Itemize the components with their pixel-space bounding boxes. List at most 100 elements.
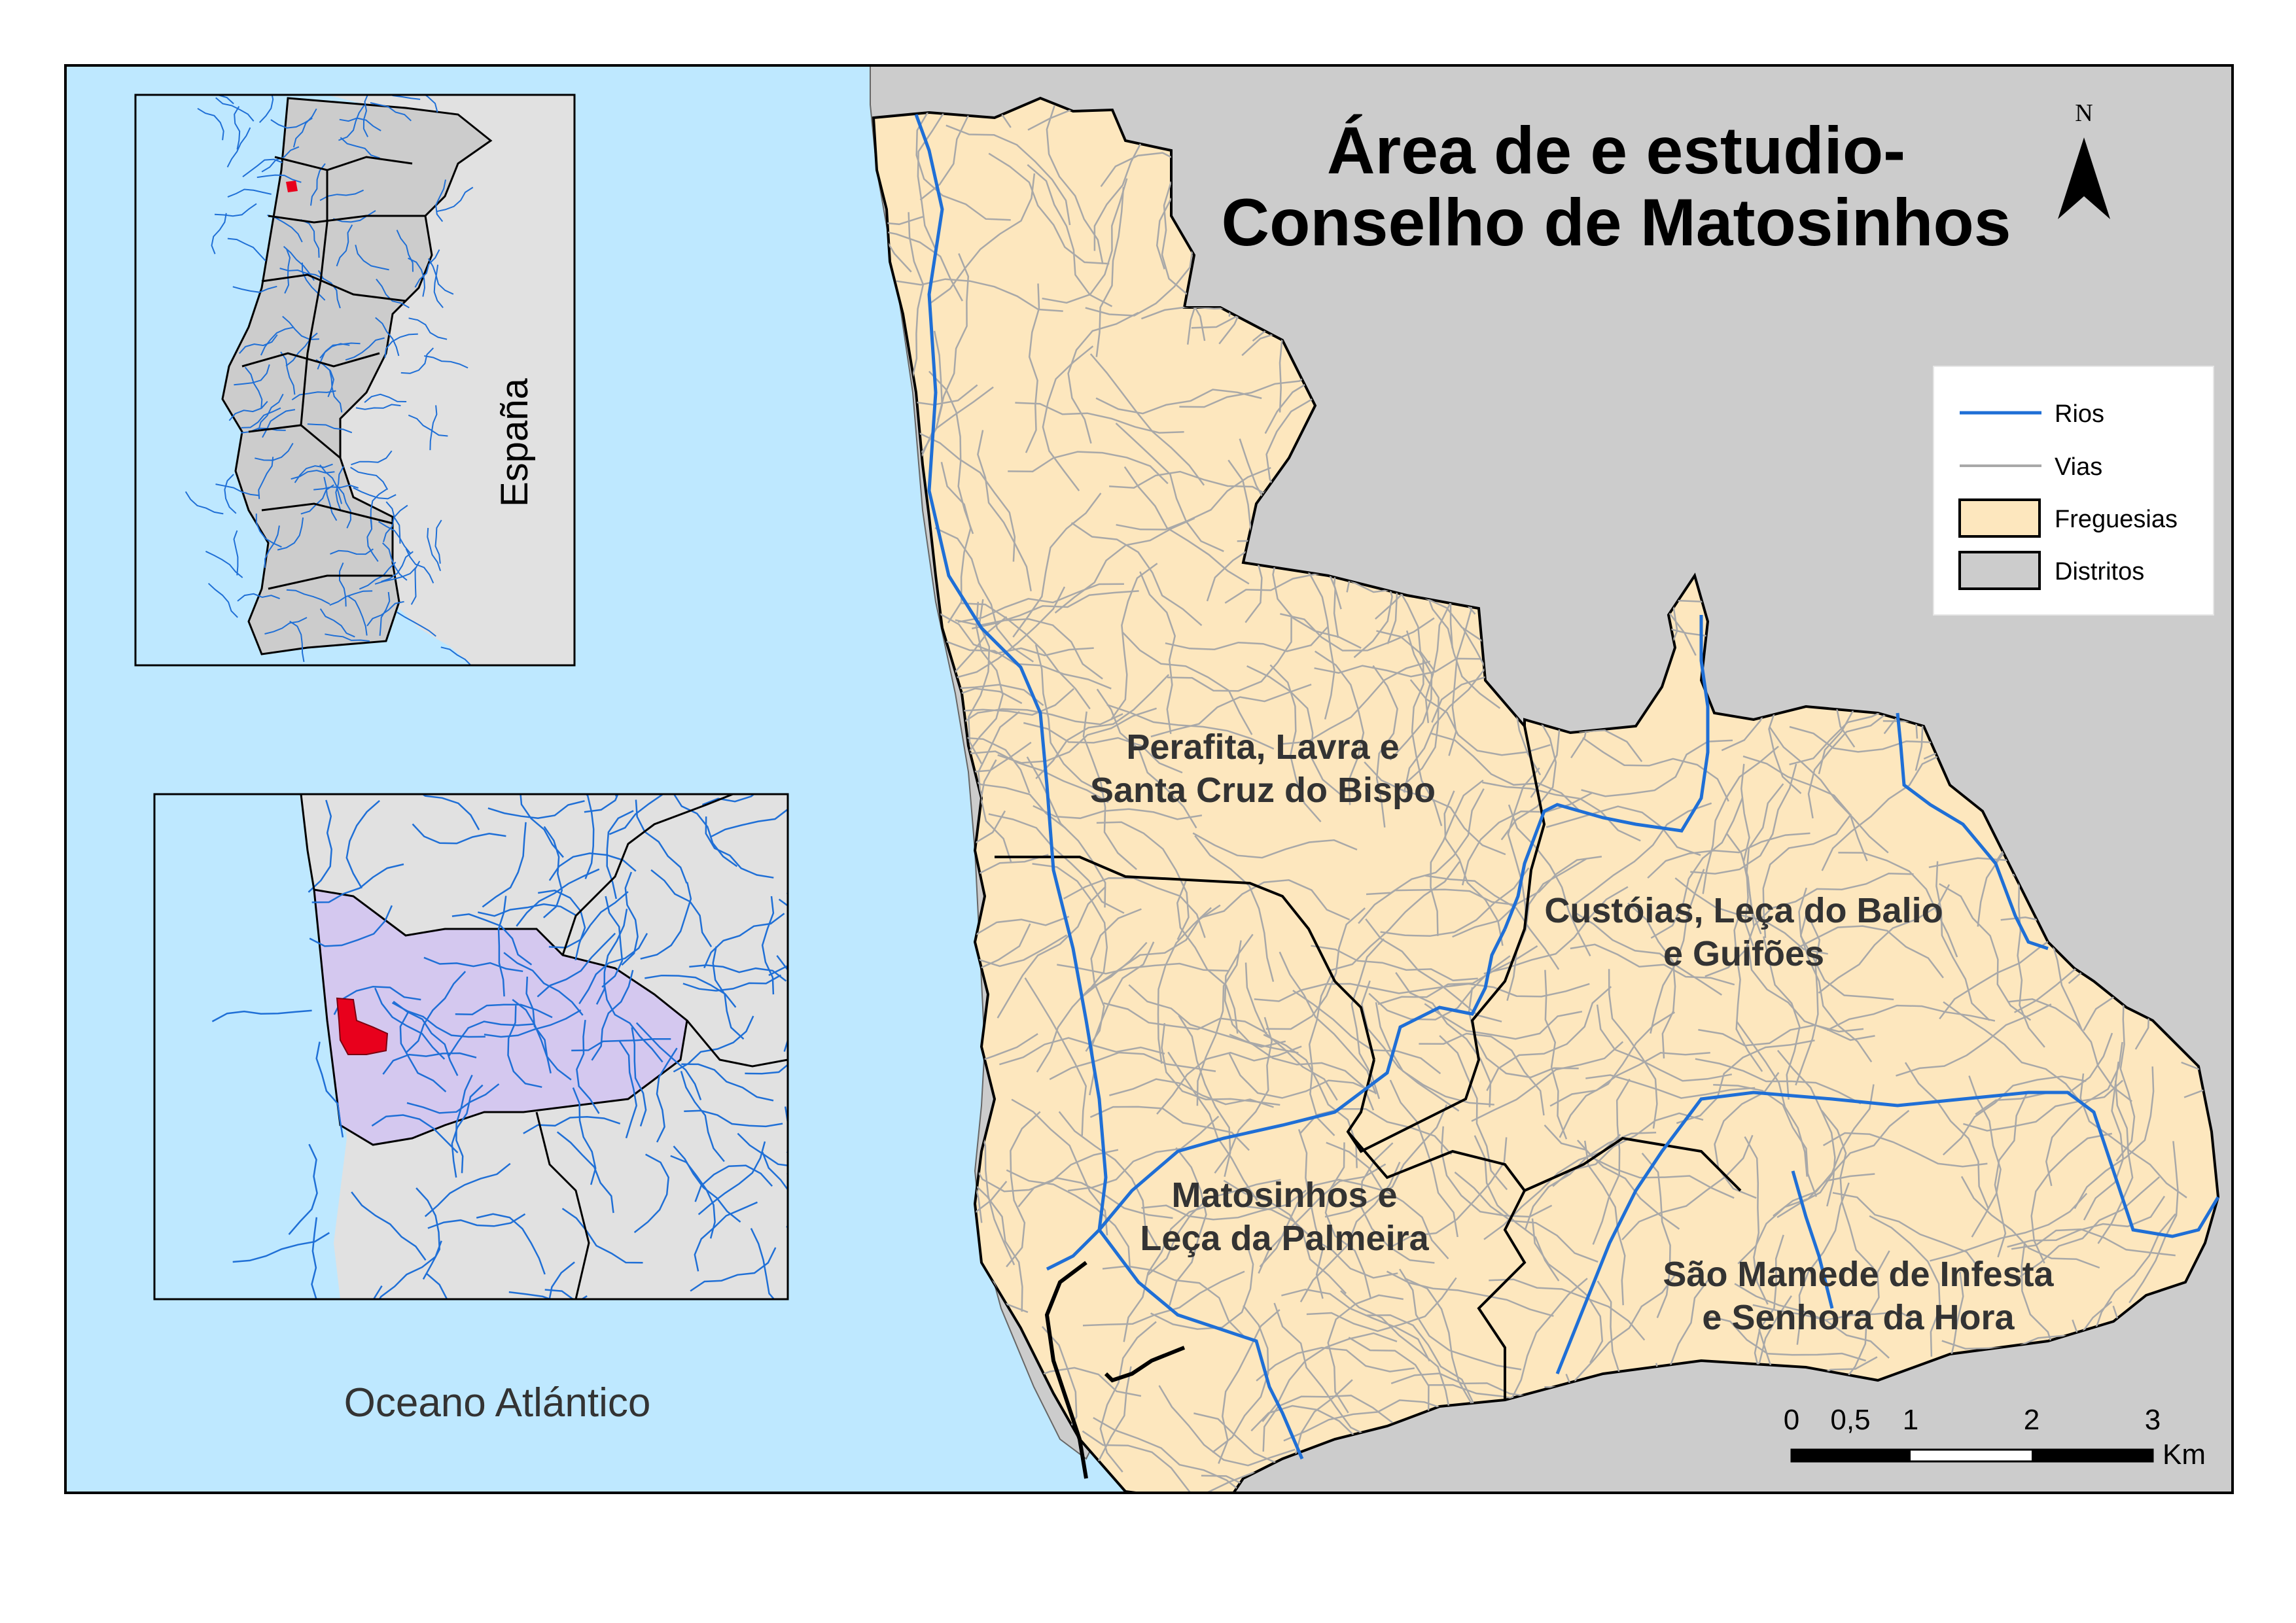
map-line xyxy=(1443,790,1504,946)
map-line xyxy=(371,1114,459,1153)
parish-label-sao-mamede-1: São Mamede de Infesta xyxy=(1663,1255,2054,1294)
map-line xyxy=(1008,451,1169,485)
map-line xyxy=(340,137,380,159)
map-line xyxy=(1826,1004,1996,1032)
map-line xyxy=(1089,353,1205,486)
map-line xyxy=(1404,1277,1488,1423)
map-line xyxy=(964,601,1004,758)
map-line xyxy=(1299,1161,1401,1302)
map-line xyxy=(1139,571,1176,734)
river-tributary-5 xyxy=(1791,1170,1834,1309)
map-line xyxy=(351,1191,427,1261)
map-line xyxy=(1386,1270,1554,1318)
map-line xyxy=(396,230,414,272)
map-line xyxy=(1545,805,1701,856)
map-line xyxy=(698,1141,766,1215)
map-line xyxy=(232,1232,330,1263)
map-line xyxy=(226,127,251,167)
map-line xyxy=(1544,969,1568,1140)
map-line xyxy=(750,1228,775,1299)
map-line xyxy=(1063,877,1206,938)
map-line xyxy=(997,707,1157,764)
map-line xyxy=(339,117,381,131)
river-leca xyxy=(914,114,1108,1271)
map-line xyxy=(1115,423,1224,552)
map-line xyxy=(915,108,1011,221)
map-line xyxy=(338,562,347,607)
map-line xyxy=(745,1064,788,1075)
map-line xyxy=(694,1164,773,1202)
map-line xyxy=(311,1217,318,1299)
legend-label-vias: Vias xyxy=(2055,453,2102,481)
map-line xyxy=(1033,805,1203,820)
map-line xyxy=(1752,1304,1922,1325)
map-line xyxy=(1507,767,1540,932)
map-line xyxy=(427,527,442,572)
map-line xyxy=(1559,1011,1676,1138)
map-line xyxy=(427,1213,526,1229)
map-line xyxy=(1689,1495,1852,1541)
map-line xyxy=(264,617,308,635)
map-line xyxy=(1256,1346,1415,1382)
map-line xyxy=(1283,1399,1449,1442)
map-line xyxy=(1245,962,1338,1101)
map-line xyxy=(988,152,1110,265)
map-line xyxy=(1403,630,1439,786)
map-line xyxy=(1773,1084,1875,1217)
map-line xyxy=(1375,1002,1494,1106)
map-line xyxy=(1821,1109,1875,1269)
map-line xyxy=(319,608,355,638)
map-line xyxy=(1789,725,1956,753)
map-line xyxy=(1246,665,1343,797)
breakwater-south xyxy=(1104,1346,1186,1383)
map-line xyxy=(288,1143,318,1235)
map-line xyxy=(874,167,923,226)
map-line xyxy=(330,548,374,555)
map-line xyxy=(375,317,400,357)
map-line xyxy=(1582,737,1729,802)
map-line xyxy=(1006,1111,1041,1268)
map-line xyxy=(255,514,282,548)
map-line xyxy=(1027,98,1138,131)
map-line xyxy=(1818,884,1951,994)
map-line xyxy=(1324,1104,1448,1218)
map-line xyxy=(1223,1179,1347,1295)
map-line xyxy=(1229,1034,1375,1111)
map-line xyxy=(291,470,335,480)
map-line xyxy=(224,474,237,514)
map-line xyxy=(1058,1111,1158,1248)
map-line xyxy=(1796,1182,1850,1345)
map-line xyxy=(544,1289,574,1299)
map-line xyxy=(282,315,319,341)
map-line xyxy=(1141,1189,1307,1221)
map-line xyxy=(1282,660,1430,745)
map-line xyxy=(1150,684,1312,738)
map-line xyxy=(1167,617,1292,692)
map-line xyxy=(424,1162,511,1217)
map-line xyxy=(1744,1136,1769,1305)
map-line xyxy=(1943,1001,2082,1104)
map-line xyxy=(300,218,320,258)
map-line xyxy=(270,117,313,129)
map-line xyxy=(244,366,263,409)
map-line xyxy=(227,237,266,262)
map-line xyxy=(682,974,782,992)
map-line xyxy=(1573,802,1712,906)
map-line xyxy=(410,561,421,605)
map-line xyxy=(694,1201,758,1272)
parish-label-matosinhos-1: Matosinhos e xyxy=(1171,1176,1397,1215)
map-line xyxy=(1246,1205,1398,1279)
map-line xyxy=(1167,1051,1258,1202)
map-line xyxy=(709,808,788,838)
map-line xyxy=(382,1052,477,1075)
map-line xyxy=(1176,879,1239,1034)
map-line xyxy=(1742,755,1868,862)
map-line xyxy=(1960,1176,2100,1269)
map-line xyxy=(366,601,404,627)
map-line xyxy=(384,333,418,358)
inset-porto-districts xyxy=(300,794,788,1299)
map-line xyxy=(1698,1024,1864,1047)
map-line xyxy=(421,794,480,831)
map-line xyxy=(359,561,397,590)
